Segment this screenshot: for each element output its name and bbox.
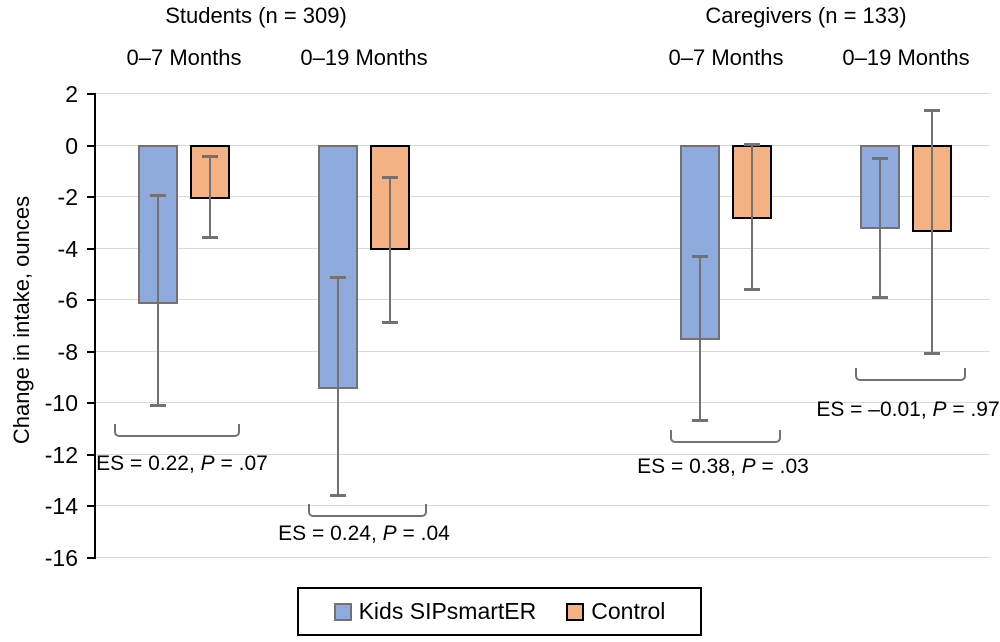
gridline (95, 299, 990, 300)
gridline (95, 93, 990, 94)
y-tick-label: -4 (57, 236, 78, 262)
error-bar-cap-bottom (924, 352, 940, 355)
gridline (95, 196, 990, 197)
error-bar-cap-top (692, 255, 708, 258)
error-bar-cap-top (330, 276, 346, 279)
y-tick-label: -8 (57, 339, 78, 365)
error-bar-cap-top (150, 194, 166, 197)
y-axis-tick (87, 454, 95, 456)
comparison-bracket (308, 504, 427, 517)
gridline (95, 145, 990, 146)
error-bar-cap-bottom (744, 288, 760, 291)
gridline (95, 557, 990, 558)
y-tick-label: 2 (65, 81, 78, 107)
effect-size-annotation: ES = 0.22, P = .07 (96, 452, 268, 475)
error-bar-cap-bottom (692, 419, 708, 422)
legend-swatch-kids-sipsmarter (333, 602, 352, 621)
legend-label-control: Control (591, 598, 666, 624)
effect-size-annotation: ES = 0.24, P = .04 (278, 522, 450, 545)
y-axis-tick (87, 402, 95, 404)
gridline (95, 505, 990, 506)
y-axis-line (94, 93, 96, 559)
error-bar-line (879, 158, 881, 298)
error-bar-cap-top (202, 155, 218, 158)
effect-size-annotation: ES = 0.38, P = .03 (637, 455, 809, 478)
y-tick-label: -12 (44, 442, 78, 468)
y-axis-tick (87, 505, 95, 507)
error-bar-cap-bottom (150, 404, 166, 407)
error-bar-cap-bottom (872, 296, 888, 299)
legend-item-control: Control (566, 598, 665, 625)
error-bar-line (157, 195, 159, 406)
error-bar-line (389, 177, 391, 323)
gridline (95, 248, 990, 249)
legend: Kids SIPsmartER Control (297, 587, 702, 636)
y-axis-title: Change in intake, ounces (9, 195, 34, 445)
error-bar-cap-bottom (382, 321, 398, 324)
error-bar-cap-bottom (330, 494, 346, 497)
y-tick-label: -16 (44, 545, 78, 571)
error-bar-cap-bottom (202, 236, 218, 239)
panel-title-caregivers-n-133: Caregivers (n = 133) (705, 3, 907, 28)
error-bar-cap-top (382, 176, 398, 179)
error-bar-line (337, 277, 339, 496)
y-axis-tick (87, 248, 95, 250)
y-axis-tick (87, 145, 95, 147)
legend-label-kids-sipsmarter: Kids SIPsmartER (358, 598, 537, 624)
error-bar-line (699, 256, 701, 421)
comparison-bracket (114, 424, 240, 437)
y-tick-label: -2 (57, 184, 78, 210)
y-axis-tick (87, 93, 95, 95)
comparison-bracket (670, 430, 781, 443)
group-label-students-n-309-0-7-months: 0–7 Months (126, 45, 242, 70)
y-axis-tick (87, 299, 95, 301)
y-axis-tick (87, 557, 95, 559)
panel-title-students-n-309: Students (n = 309) (165, 3, 347, 28)
legend-item-kids-sipsmarter: Kids SIPsmartER (333, 598, 537, 625)
gridline (95, 351, 990, 352)
comparison-bracket (855, 368, 966, 381)
error-bar-cap-top (872, 157, 888, 160)
error-bar-cap-top (744, 143, 760, 146)
y-tick-label: -6 (57, 287, 78, 313)
legend-swatch-control (566, 602, 585, 621)
y-axis-tick (87, 196, 95, 198)
group-label-students-n-309-0-19-months: 0–19 Months (300, 45, 428, 70)
error-bar-line (751, 144, 753, 290)
gridline (95, 402, 990, 403)
y-tick-label: 0 (65, 133, 78, 159)
gridline (95, 454, 990, 455)
group-label-caregivers-n-133-0-7-months: 0–7 Months (668, 45, 784, 70)
error-bar-cap-top (924, 109, 940, 112)
error-bar-line (209, 156, 211, 238)
error-bar-line (931, 110, 933, 354)
y-tick-label: -10 (44, 390, 78, 416)
group-label-caregivers-n-133-0-19-months: 0–19 Months (842, 45, 970, 70)
effect-size-annotation: ES = –0.01, P = .97 (816, 398, 1000, 421)
y-axis-tick (87, 351, 95, 353)
y-tick-label: -14 (44, 493, 78, 519)
